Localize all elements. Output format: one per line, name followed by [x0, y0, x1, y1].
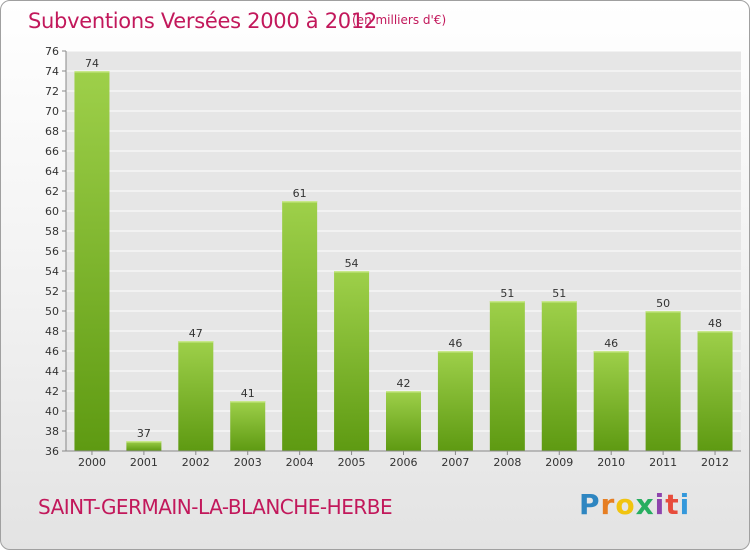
- data-label: 47: [189, 327, 203, 340]
- y-tick-label: 40: [45, 405, 59, 418]
- data-label: 46: [448, 337, 462, 350]
- bar-2003[interactable]: [230, 401, 266, 451]
- x-tick-label: 2010: [597, 456, 625, 469]
- data-label: 46: [604, 337, 618, 350]
- bar-2010[interactable]: [593, 351, 629, 451]
- data-label: 50: [656, 297, 670, 310]
- data-label: 51: [552, 287, 566, 300]
- x-tick-label: 2002: [182, 456, 210, 469]
- y-tick-label: 74: [45, 65, 59, 78]
- data-label: 42: [397, 377, 411, 390]
- bar-highlight: [74, 71, 110, 73]
- data-label: 37: [137, 427, 151, 440]
- bar-highlight: [126, 441, 162, 443]
- bar-2002[interactable]: [178, 341, 214, 451]
- y-tick-label: 42: [45, 385, 59, 398]
- logo-letter: t: [665, 488, 680, 521]
- bar-highlight: [230, 401, 266, 403]
- y-tick-label: 70: [45, 105, 59, 118]
- y-tick-label: 44: [45, 365, 59, 378]
- x-tick-label: 2003: [234, 456, 262, 469]
- bar-2006[interactable]: [386, 391, 421, 451]
- bar-2000[interactable]: [74, 71, 110, 451]
- chart-subtitle: (en milliers d'€): [352, 13, 447, 27]
- bar-highlight: [437, 351, 473, 353]
- data-label: 61: [293, 187, 307, 200]
- data-label: 74: [85, 57, 99, 70]
- y-tick-label: 60: [45, 205, 59, 218]
- y-tick-label: 58: [45, 225, 59, 238]
- y-tick-label: 62: [45, 185, 59, 198]
- bar-2001[interactable]: [126, 441, 162, 451]
- logo-letter: x: [635, 488, 655, 521]
- y-tick-label: 72: [45, 85, 59, 98]
- data-label: 41: [241, 387, 255, 400]
- y-tick-label: 36: [45, 445, 59, 458]
- bar-highlight: [386, 391, 421, 393]
- y-tick-label: 38: [45, 425, 59, 438]
- bar-highlight: [645, 311, 681, 313]
- x-tick-label: 2000: [78, 456, 106, 469]
- data-label: 54: [345, 257, 359, 270]
- bar-highlight: [282, 201, 318, 203]
- logo-letter: P: [579, 488, 601, 521]
- y-tick-label: 50: [45, 305, 59, 318]
- logo-letter: i: [679, 488, 691, 521]
- data-label: 51: [500, 287, 514, 300]
- x-tick-label: 2004: [286, 456, 314, 469]
- logo-letter: r: [600, 488, 616, 521]
- x-tick-label: 2012: [701, 456, 729, 469]
- x-tick-label: 2008: [493, 456, 521, 469]
- y-tick-label: 76: [45, 45, 59, 58]
- bar-highlight: [697, 331, 733, 333]
- x-tick-label: 2009: [545, 456, 573, 469]
- proxiti-logo[interactable]: Proxiti: [579, 488, 690, 521]
- bar-highlight: [178, 341, 214, 343]
- commune-name: SAINT-GERMAIN-LA-BLANCHE-HERBE: [38, 495, 393, 519]
- logo-letter: i: [654, 488, 666, 521]
- x-tick-label: 2001: [130, 456, 158, 469]
- y-tick-label: 46: [45, 345, 59, 358]
- y-tick-label: 66: [45, 145, 59, 158]
- x-tick-label: 2007: [441, 456, 469, 469]
- y-tick-label: 64: [45, 165, 59, 178]
- bar-2007[interactable]: [437, 351, 473, 451]
- y-tick-label: 56: [45, 245, 59, 258]
- y-tick-label: 54: [45, 265, 59, 278]
- bar-2012[interactable]: [697, 331, 733, 451]
- bar-2009[interactable]: [541, 301, 577, 451]
- logo-letter: o: [615, 488, 636, 521]
- bar-highlight: [593, 351, 629, 353]
- chart-title: Subventions Versées 2000 à 2012: [28, 9, 377, 33]
- bar-highlight: [489, 301, 525, 303]
- data-label: 48: [708, 317, 722, 330]
- y-tick-label: 52: [45, 285, 59, 298]
- bar-highlight: [334, 271, 370, 273]
- x-tick-label: 2005: [338, 456, 366, 469]
- y-tick-label: 48: [45, 325, 59, 338]
- x-tick-label: 2011: [649, 456, 677, 469]
- y-tick-label: 68: [45, 125, 59, 138]
- bar-2005[interactable]: [334, 271, 370, 451]
- bar-2008[interactable]: [489, 301, 525, 451]
- x-tick-label: 2006: [390, 456, 418, 469]
- bar-highlight: [541, 301, 577, 303]
- bar-2011[interactable]: [645, 311, 681, 451]
- bar-2004[interactable]: [282, 201, 318, 451]
